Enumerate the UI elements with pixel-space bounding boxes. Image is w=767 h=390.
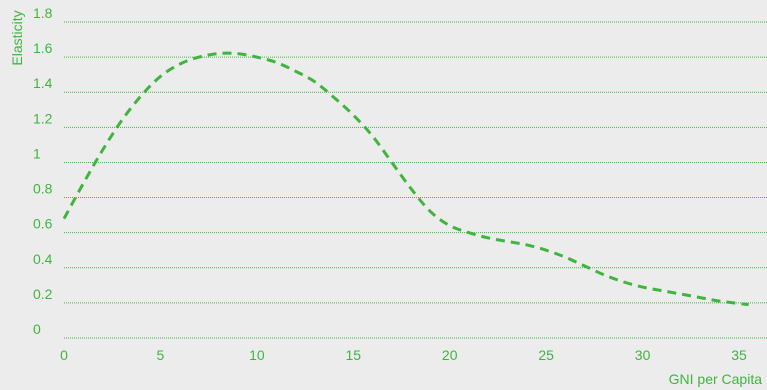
series-point [622, 280, 625, 283]
y-tick-label: 1.8 [33, 5, 53, 21]
series-point [275, 61, 278, 64]
x-axis-title: GNI per Capita [669, 371, 763, 387]
x-tick-label: 15 [345, 347, 361, 363]
y-tick-label: 0.2 [33, 286, 53, 302]
series-point [236, 52, 239, 55]
series-point [159, 75, 162, 78]
series-point [525, 243, 528, 246]
series-point [294, 70, 297, 73]
y-tick-label: 0 [33, 321, 41, 337]
series-point [82, 182, 85, 185]
series-point [680, 293, 683, 296]
series-point [63, 217, 66, 220]
tick-layer: 0 0.2 0.4 0.6 0.8 1 1.2 1.4 1.6 1.8 0 5 10 15 20 25 30 35 [33, 5, 747, 363]
series-point [448, 224, 451, 227]
series-point [198, 56, 201, 59]
y-tick-label: 0.8 [33, 181, 53, 197]
x-tick-label: 25 [538, 347, 554, 363]
x-tick-label: 30 [635, 347, 651, 363]
x-tick-label: 10 [249, 347, 265, 363]
x-tick-label: 5 [157, 347, 165, 363]
series-point [101, 149, 104, 152]
series-point [120, 119, 123, 122]
series-layer [62, 51, 750, 307]
elasticity-series-line [62, 51, 749, 307]
series-point [603, 273, 606, 276]
series-point [178, 63, 181, 66]
y-tick-label: 1.2 [33, 110, 53, 126]
series-point [313, 80, 316, 83]
series-point [699, 296, 702, 299]
series-point [390, 161, 393, 164]
x-tick-label: 20 [442, 347, 458, 363]
y-tick-label: 1 [33, 145, 41, 161]
series-point [564, 256, 567, 259]
series-point [641, 286, 644, 289]
series-point [583, 265, 586, 268]
series-point [371, 135, 374, 138]
series-point [718, 300, 721, 303]
series-point [410, 187, 413, 190]
y-tick-label: 0.6 [33, 216, 53, 232]
x-tick-label: 35 [731, 347, 747, 363]
series-point [506, 240, 509, 243]
series-point [747, 303, 750, 306]
y-axis-title: Elasticity [9, 10, 25, 65]
y-tick-label: 1.6 [33, 40, 53, 56]
x-tick-label: 0 [60, 347, 68, 363]
series-point [255, 56, 258, 59]
series-point [352, 114, 355, 117]
series-point [487, 236, 490, 239]
series-point [468, 231, 471, 234]
y-tick-label: 1.4 [33, 75, 53, 91]
series-point [545, 249, 548, 252]
y-tick-label: 0.4 [33, 251, 53, 267]
series-point [333, 96, 336, 99]
series-point [140, 94, 143, 97]
series-point [660, 289, 663, 292]
series-point [217, 52, 220, 55]
series-point [429, 210, 432, 213]
